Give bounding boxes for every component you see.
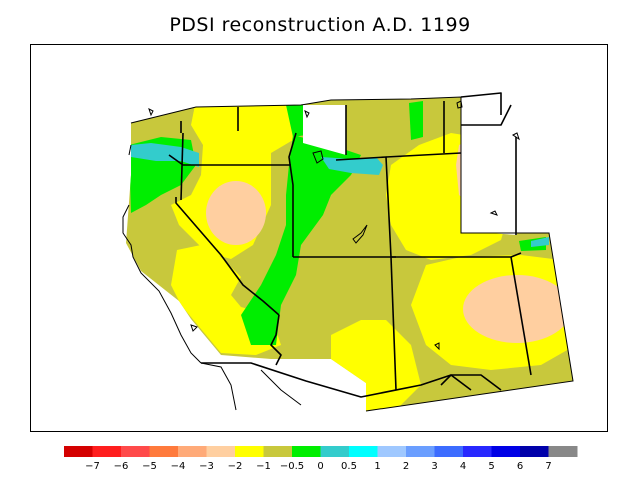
northwest-coast <box>128 144 132 156</box>
zone-peach-southeast <box>463 275 571 343</box>
legend-tick-label: −7 <box>85 461 100 472</box>
legend-swatch <box>263 446 293 457</box>
legend-swatch <box>491 446 521 457</box>
legend-swatch <box>320 446 350 457</box>
legend-tick-label: 7 <box>545 461 551 472</box>
legend-swatch <box>548 446 578 457</box>
water-bodies <box>148 100 520 351</box>
legend-swatch <box>206 446 236 457</box>
border-nm-texas <box>440 374 502 391</box>
island-northcentral <box>304 110 310 119</box>
border-sd-east <box>461 104 512 126</box>
baja-coast <box>200 362 237 411</box>
legend-tick-label: 3 <box>431 461 437 472</box>
zone-yellow-north <box>171 100 296 259</box>
legend-tick-label: −3 <box>199 461 214 472</box>
legend-tick-label: −6 <box>114 461 129 472</box>
island-baja <box>190 324 198 332</box>
legend-swatch <box>520 446 549 457</box>
region-outline <box>130 96 574 412</box>
lake-sd <box>512 132 520 141</box>
border-california-nevada <box>175 197 280 316</box>
legend-swatch <box>434 446 464 457</box>
legend-swatch <box>235 446 264 457</box>
legend-swatch <box>64 446 93 457</box>
island-northwest <box>148 108 154 117</box>
color-legend: −7 −6 −5 −4 −3 −2 −1 −0.5 0 0.5 1 2 3 4 5 6 7 <box>0 444 640 480</box>
legend-swatch <box>92 446 122 457</box>
border-oregon-south <box>168 154 291 166</box>
legend-tick-label: −4 <box>171 461 186 472</box>
legend-swatch <box>377 446 407 457</box>
great-salt-lake <box>352 224 368 244</box>
california-coast <box>122 204 202 364</box>
border-nd-sd <box>460 92 502 115</box>
border-idaho-west <box>180 132 184 201</box>
lake-northeast <box>456 100 463 109</box>
legend-swatch <box>292 446 321 457</box>
legend-tick-label: −0.5 <box>280 461 304 472</box>
legend-swatch <box>121 446 150 457</box>
legend-tick-label: 2 <box>403 461 409 472</box>
border-nevada-utah <box>288 132 297 257</box>
legend-tick-label: 1 <box>374 461 380 472</box>
zone-white-wyoming-east <box>479 137 517 235</box>
legend-tick-label: −2 <box>228 461 243 472</box>
legend-swatch <box>178 446 207 457</box>
zone-green-central <box>241 135 361 345</box>
zone-green-north-strip <box>286 105 306 137</box>
legend-swatch <box>349 446 378 457</box>
zone-peach-great-basin <box>206 181 266 245</box>
coastline <box>122 144 302 411</box>
legend-swatch <box>149 446 179 457</box>
border-wyoming-south <box>385 152 462 158</box>
legend-tick-label: 0.5 <box>341 461 357 472</box>
legend-tick-label: 6 <box>517 461 523 472</box>
map-frame <box>30 44 608 432</box>
lake-south <box>434 342 440 351</box>
legend-tick-label: 4 <box>460 461 466 472</box>
legend-swatch <box>406 446 435 457</box>
zone-white-north-center <box>303 105 346 155</box>
pdsi-map <box>122 92 574 412</box>
lake-nebraska <box>489 210 498 216</box>
border-new-mexico-east <box>510 256 532 376</box>
border-arizona-west <box>270 314 282 366</box>
state-borders <box>168 92 532 398</box>
legend-tick-label: 5 <box>488 461 494 472</box>
legend-tick-label: −1 <box>256 461 271 472</box>
zone-green-northeast <box>409 101 423 140</box>
zone-teal-east <box>531 237 549 247</box>
legend-tick-label: −5 <box>142 461 157 472</box>
yellowstone-lake <box>312 150 324 164</box>
map-title: PDSI reconstruction A.D. 1199 <box>169 14 471 36</box>
legend-swatch <box>463 446 492 457</box>
legend-svg: −7 −6 −5 −4 −3 −2 −1 −0.5 0 0.5 1 2 3 4 5 6 7 <box>64 446 578 472</box>
legend-tick-label: 0 <box>317 461 323 472</box>
gulf-coast <box>260 369 302 406</box>
zone-teal-north-central <box>321 157 383 175</box>
border-new-mexico-west <box>390 256 397 391</box>
